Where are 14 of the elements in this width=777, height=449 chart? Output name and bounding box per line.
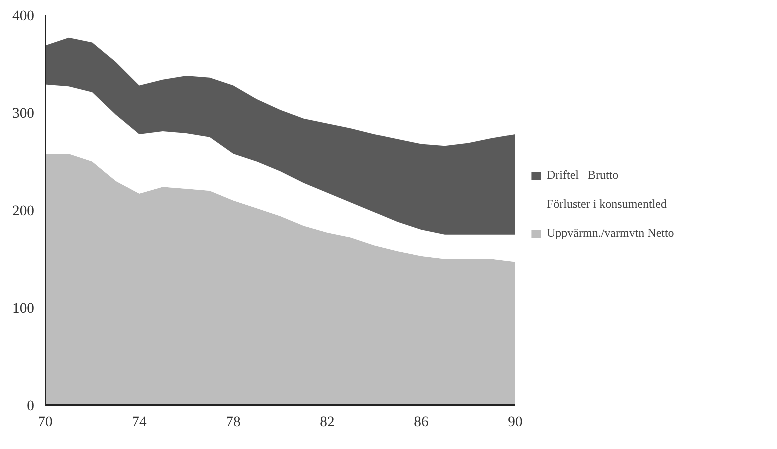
y-tick-label: 300	[12, 106, 34, 122]
y-tick-label: 0	[27, 398, 34, 414]
y-tick-label: 400	[12, 8, 34, 24]
x-tick-label: 86	[414, 414, 429, 430]
x-tick-label: 78	[226, 414, 241, 430]
y-tick-label: 100	[12, 301, 34, 317]
x-tick-label: 90	[508, 414, 523, 430]
legend-label: Uppvärmn./varmvtn Netto	[547, 226, 674, 242]
x-tick-label: 70	[38, 414, 53, 430]
legend-label: Driftel Brutto	[547, 168, 619, 184]
x-tick-label: 82	[320, 414, 335, 430]
y-tick-label: 200	[12, 204, 34, 220]
text: Förluster i konsumentled	[547, 197, 667, 212]
x-tick-label: 74	[132, 414, 148, 430]
